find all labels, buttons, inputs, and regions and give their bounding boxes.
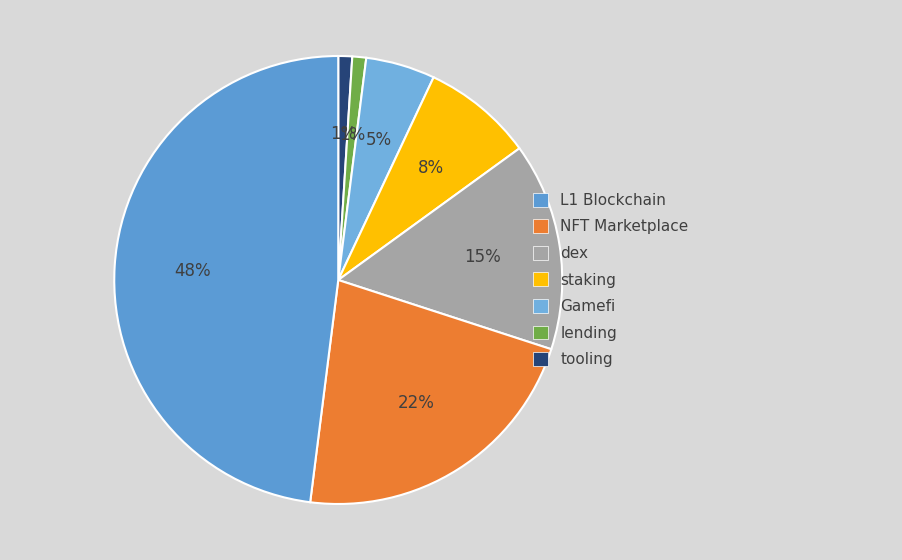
Wedge shape [338,148,562,349]
Text: 1%: 1% [339,126,365,144]
Wedge shape [338,58,434,280]
Text: 22%: 22% [398,394,435,412]
Text: 15%: 15% [464,248,501,266]
Text: 8%: 8% [418,159,444,177]
Wedge shape [338,77,520,280]
Text: 1%: 1% [330,125,356,143]
Wedge shape [338,56,353,280]
Text: 5%: 5% [366,131,392,149]
Text: 48%: 48% [175,262,211,280]
Legend: L1 Blockchain, NFT Marketplace, dex, staking, Gamefi, lending, tooling: L1 Blockchain, NFT Marketplace, dex, sta… [525,185,696,375]
Wedge shape [338,57,366,280]
Wedge shape [115,56,338,502]
Wedge shape [310,280,551,504]
